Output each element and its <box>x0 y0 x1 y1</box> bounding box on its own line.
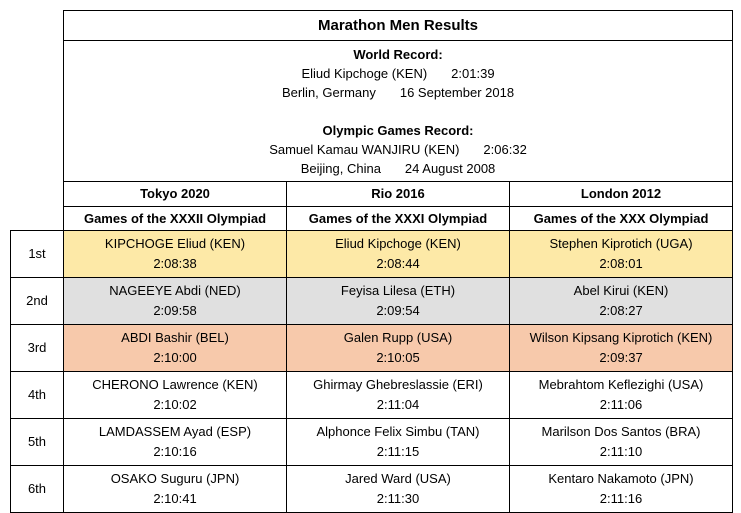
table-row: 6th OSAKO Suguru (JPN) 2:10:41 Jared Ward… <box>10 464 733 513</box>
result-cell: Kentaro Nakamoto (JPN) 2:11:16 <box>509 464 733 513</box>
spreadsheet: Marathon Men Results World Record: Eliud… <box>10 10 733 513</box>
world-record-athlete: Eliud Kipchoge (KEN) <box>301 66 428 81</box>
result-cell: NAGEEYE Abdi (NED) 2:09:58 <box>63 276 287 325</box>
result-cell: Eliud Kipchoge (KEN) 2:08:44 <box>286 229 510 278</box>
place-cell: 4th <box>10 370 64 419</box>
result-cell: CHERONO Lawrence (KEN) 2:10:02 <box>63 370 287 419</box>
finish-time: 2:11:16 <box>599 490 643 506</box>
table-row: 3rd ABDI Bashir (BEL) 2:10:00 Galen Rupp … <box>10 323 733 372</box>
world-record-place-line: Berlin, Germany 16 September 2018 <box>64 83 732 102</box>
table-row: 2nd NAGEEYE Abdi (NED) 2:09:58 Feyisa Lil… <box>10 276 733 325</box>
athlete-name: Stephen Kiprotich (UGA) <box>549 235 693 251</box>
finish-time: 2:11:15 <box>376 443 420 459</box>
records-panel: World Record: Eliud Kipchoge (KEN) 2:01:3… <box>63 40 733 182</box>
result-cell: Abel Kirui (KEN) 2:08:27 <box>509 276 733 325</box>
finish-time: 2:08:44 <box>376 255 420 271</box>
athlete-name: CHERONO Lawrence (KEN) <box>92 376 258 392</box>
finish-time: 2:10:05 <box>376 349 420 365</box>
result-cell: KIPCHOGE Eliud (KEN) 2:08:38 <box>63 229 287 278</box>
result-cell: Stephen Kiprotich (UGA) 2:08:01 <box>509 229 733 278</box>
athlete-name: Jared Ward (USA) <box>345 470 451 486</box>
place-cell: 2nd <box>10 276 64 325</box>
olympic-record-heading: Olympic Games Record: <box>322 123 474 138</box>
table-row: 5th LAMDASSEM Ayad (ESP) 2:10:16 Alphonce… <box>10 417 733 466</box>
world-record-location: Berlin, Germany <box>281 85 376 100</box>
result-cell: Marilson Dos Santos (BRA) 2:11:10 <box>509 417 733 466</box>
world-record-date: 16 September 2018 <box>399 85 515 100</box>
world-record-line: Eliud Kipchoge (KEN) 2:01:39 <box>64 64 732 83</box>
olympic-record-place-line: Beijing, China 24 August 2008 <box>64 159 732 178</box>
athlete-name: ABDI Bashir (BEL) <box>121 329 229 345</box>
athlete-name: Mebrahtom Keflezighi (USA) <box>538 376 704 392</box>
page-title: Marathon Men Results <box>63 10 733 40</box>
place-cell: 1st <box>10 229 64 278</box>
finish-time: 2:08:27 <box>599 302 643 318</box>
olympic-record-line: Samuel Kamau WANJIRU (KEN) 2:06:32 <box>64 140 732 159</box>
finish-time: 2:11:06 <box>599 396 643 412</box>
result-cell: Galen Rupp (USA) 2:10:05 <box>286 323 510 372</box>
result-cell: ABDI Bashir (BEL) 2:10:00 <box>63 323 287 372</box>
athlete-name: Galen Rupp (USA) <box>343 329 453 345</box>
table-row: 1st KIPCHOGE Eliud (KEN) 2:08:38 Eliud Ki… <box>10 229 733 278</box>
game-subtitle-rio: Games of the XXXI Olympiad <box>286 206 510 231</box>
athlete-name: KIPCHOGE Eliud (KEN) <box>104 235 246 251</box>
finish-time: 2:10:41 <box>153 490 197 506</box>
games-subtitle-row: Games of the XXXII Olympiad Games of the… <box>10 206 733 231</box>
olympic-record-athlete: Samuel Kamau WANJIRU (KEN) <box>269 142 460 157</box>
game-subtitle-london: Games of the XXX Olympiad <box>509 206 733 231</box>
finish-time: 2:09:37 <box>599 349 643 365</box>
athlete-name: NAGEEYE Abdi (NED) <box>109 282 241 298</box>
finish-time: 2:10:02 <box>153 396 197 412</box>
finish-time: 2:11:10 <box>599 443 643 459</box>
athlete-name: Ghirmay Ghebreslassie (ERI) <box>313 376 483 392</box>
result-cell: Mebrahtom Keflezighi (USA) 2:11:06 <box>509 370 733 419</box>
result-cell: Alphonce Felix Simbu (TAN) 2:11:15 <box>286 417 510 466</box>
world-record-heading: World Record: <box>353 47 443 62</box>
olympic-record-date: 24 August 2008 <box>404 161 496 176</box>
finish-time: 2:11:30 <box>376 490 420 506</box>
result-cell: Ghirmay Ghebreslassie (ERI) 2:11:04 <box>286 370 510 419</box>
athlete-name: Feyisa Lilesa (ETH) <box>340 282 456 298</box>
finish-time: 2:09:54 <box>376 302 420 318</box>
athlete-name: Alphonce Felix Simbu (TAN) <box>316 423 480 439</box>
result-cell: LAMDASSEM Ayad (ESP) 2:10:16 <box>63 417 287 466</box>
athlete-name: LAMDASSEM Ayad (ESP) <box>98 423 252 439</box>
games-header-row: Tokyo 2020 Rio 2016 London 2012 <box>10 182 733 207</box>
result-cell: Wilson Kipsang Kiprotich (KEN) 2:09:37 <box>509 323 733 372</box>
athlete-name: Abel Kirui (KEN) <box>573 282 669 298</box>
results-table: Tokyo 2020 Rio 2016 London 2012 Games of… <box>10 182 733 513</box>
athlete-name: OSAKO Suguru (JPN) <box>110 470 240 486</box>
olympic-record-location: Beijing, China <box>300 161 381 176</box>
finish-time: 2:11:04 <box>376 396 420 412</box>
result-cell: Feyisa Lilesa (ETH) 2:09:54 <box>286 276 510 325</box>
athlete-name: Eliud Kipchoge (KEN) <box>335 235 461 251</box>
result-cell: OSAKO Suguru (JPN) 2:10:41 <box>63 464 287 513</box>
game-subtitle-tokyo: Games of the XXXII Olympiad <box>63 206 287 231</box>
finish-time: 2:09:58 <box>153 302 197 318</box>
game-name-london: London 2012 <box>509 182 733 207</box>
world-record-time: 2:01:39 <box>451 66 495 81</box>
place-cell: 6th <box>10 464 64 513</box>
athlete-name: Kentaro Nakamoto (JPN) <box>548 470 694 486</box>
finish-time: 2:10:16 <box>153 443 197 459</box>
olympic-record-time: 2:06:32 <box>483 142 527 157</box>
athlete-name: Marilson Dos Santos (BRA) <box>541 423 701 439</box>
game-name-rio: Rio 2016 <box>286 182 510 207</box>
finish-time: 2:08:01 <box>599 255 643 271</box>
table-row: 4th CHERONO Lawrence (KEN) 2:10:02 Ghirma… <box>10 370 733 419</box>
place-cell: 3rd <box>10 323 64 372</box>
finish-time: 2:08:38 <box>153 255 197 271</box>
athlete-name: Wilson Kipsang Kiprotich (KEN) <box>529 329 713 345</box>
finish-time: 2:10:00 <box>153 349 197 365</box>
place-cell: 5th <box>10 417 64 466</box>
game-name-tokyo: Tokyo 2020 <box>63 182 287 207</box>
result-cell: Jared Ward (USA) 2:11:30 <box>286 464 510 513</box>
